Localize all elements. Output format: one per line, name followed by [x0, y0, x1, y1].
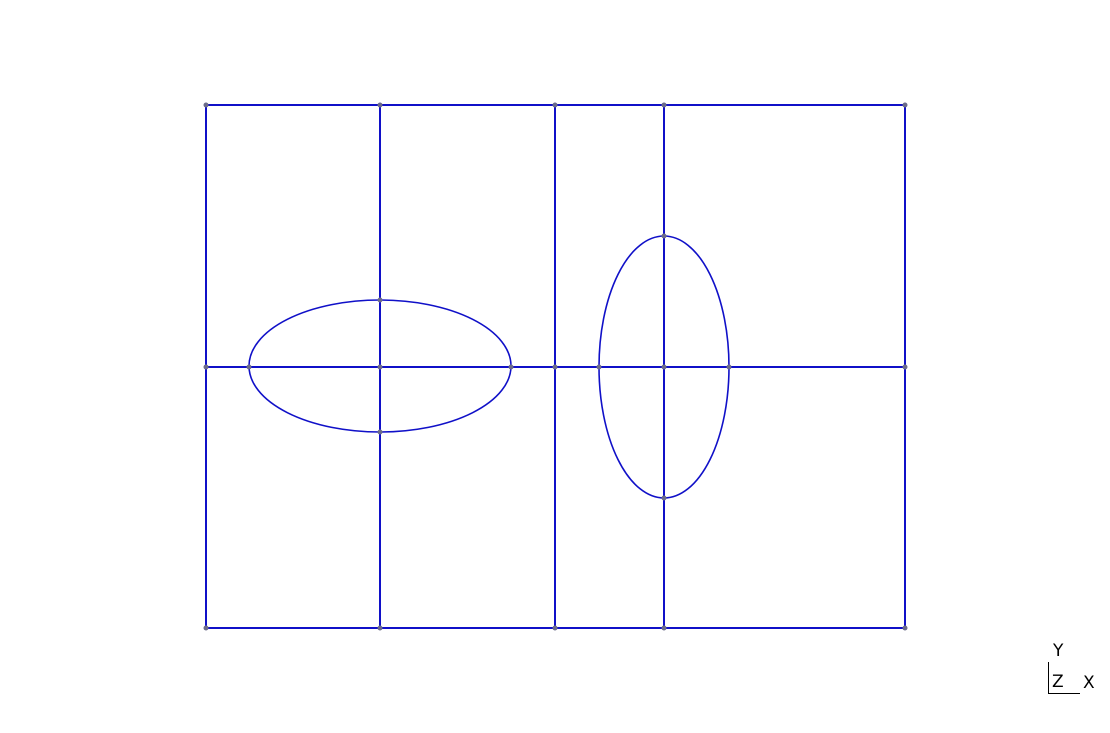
vertex[interactable]	[902, 364, 908, 370]
vertex[interactable]	[552, 102, 558, 108]
vertex[interactable]	[661, 102, 667, 108]
sketch-vertices	[203, 102, 908, 631]
x-axis-label: X	[1083, 673, 1095, 693]
vertex[interactable]	[377, 102, 383, 108]
vertex[interactable]	[377, 625, 383, 631]
vertex[interactable]	[902, 625, 908, 631]
vertex[interactable]	[661, 625, 667, 631]
vertex[interactable]	[203, 102, 209, 108]
vertex[interactable]	[203, 625, 209, 631]
vertex[interactable]	[377, 364, 383, 370]
y-axis-label: Y	[1053, 641, 1064, 661]
vertex[interactable]	[661, 233, 667, 239]
vertex[interactable]	[596, 364, 602, 370]
vertex[interactable]	[203, 364, 209, 370]
axis-triad: Y Z X	[1044, 640, 1104, 700]
y-axis-line	[1048, 662, 1049, 694]
vertex[interactable]	[902, 102, 908, 108]
vertex[interactable]	[661, 364, 667, 370]
vertex[interactable]	[726, 364, 732, 370]
vertex[interactable]	[552, 364, 558, 370]
vertex[interactable]	[661, 495, 667, 501]
z-axis-label: Z	[1052, 672, 1064, 692]
x-axis-line	[1048, 693, 1080, 694]
vertex[interactable]	[377, 429, 383, 435]
vertex[interactable]	[508, 364, 514, 370]
vertex[interactable]	[552, 625, 558, 631]
vertex[interactable]	[377, 297, 383, 303]
vertex[interactable]	[246, 364, 252, 370]
